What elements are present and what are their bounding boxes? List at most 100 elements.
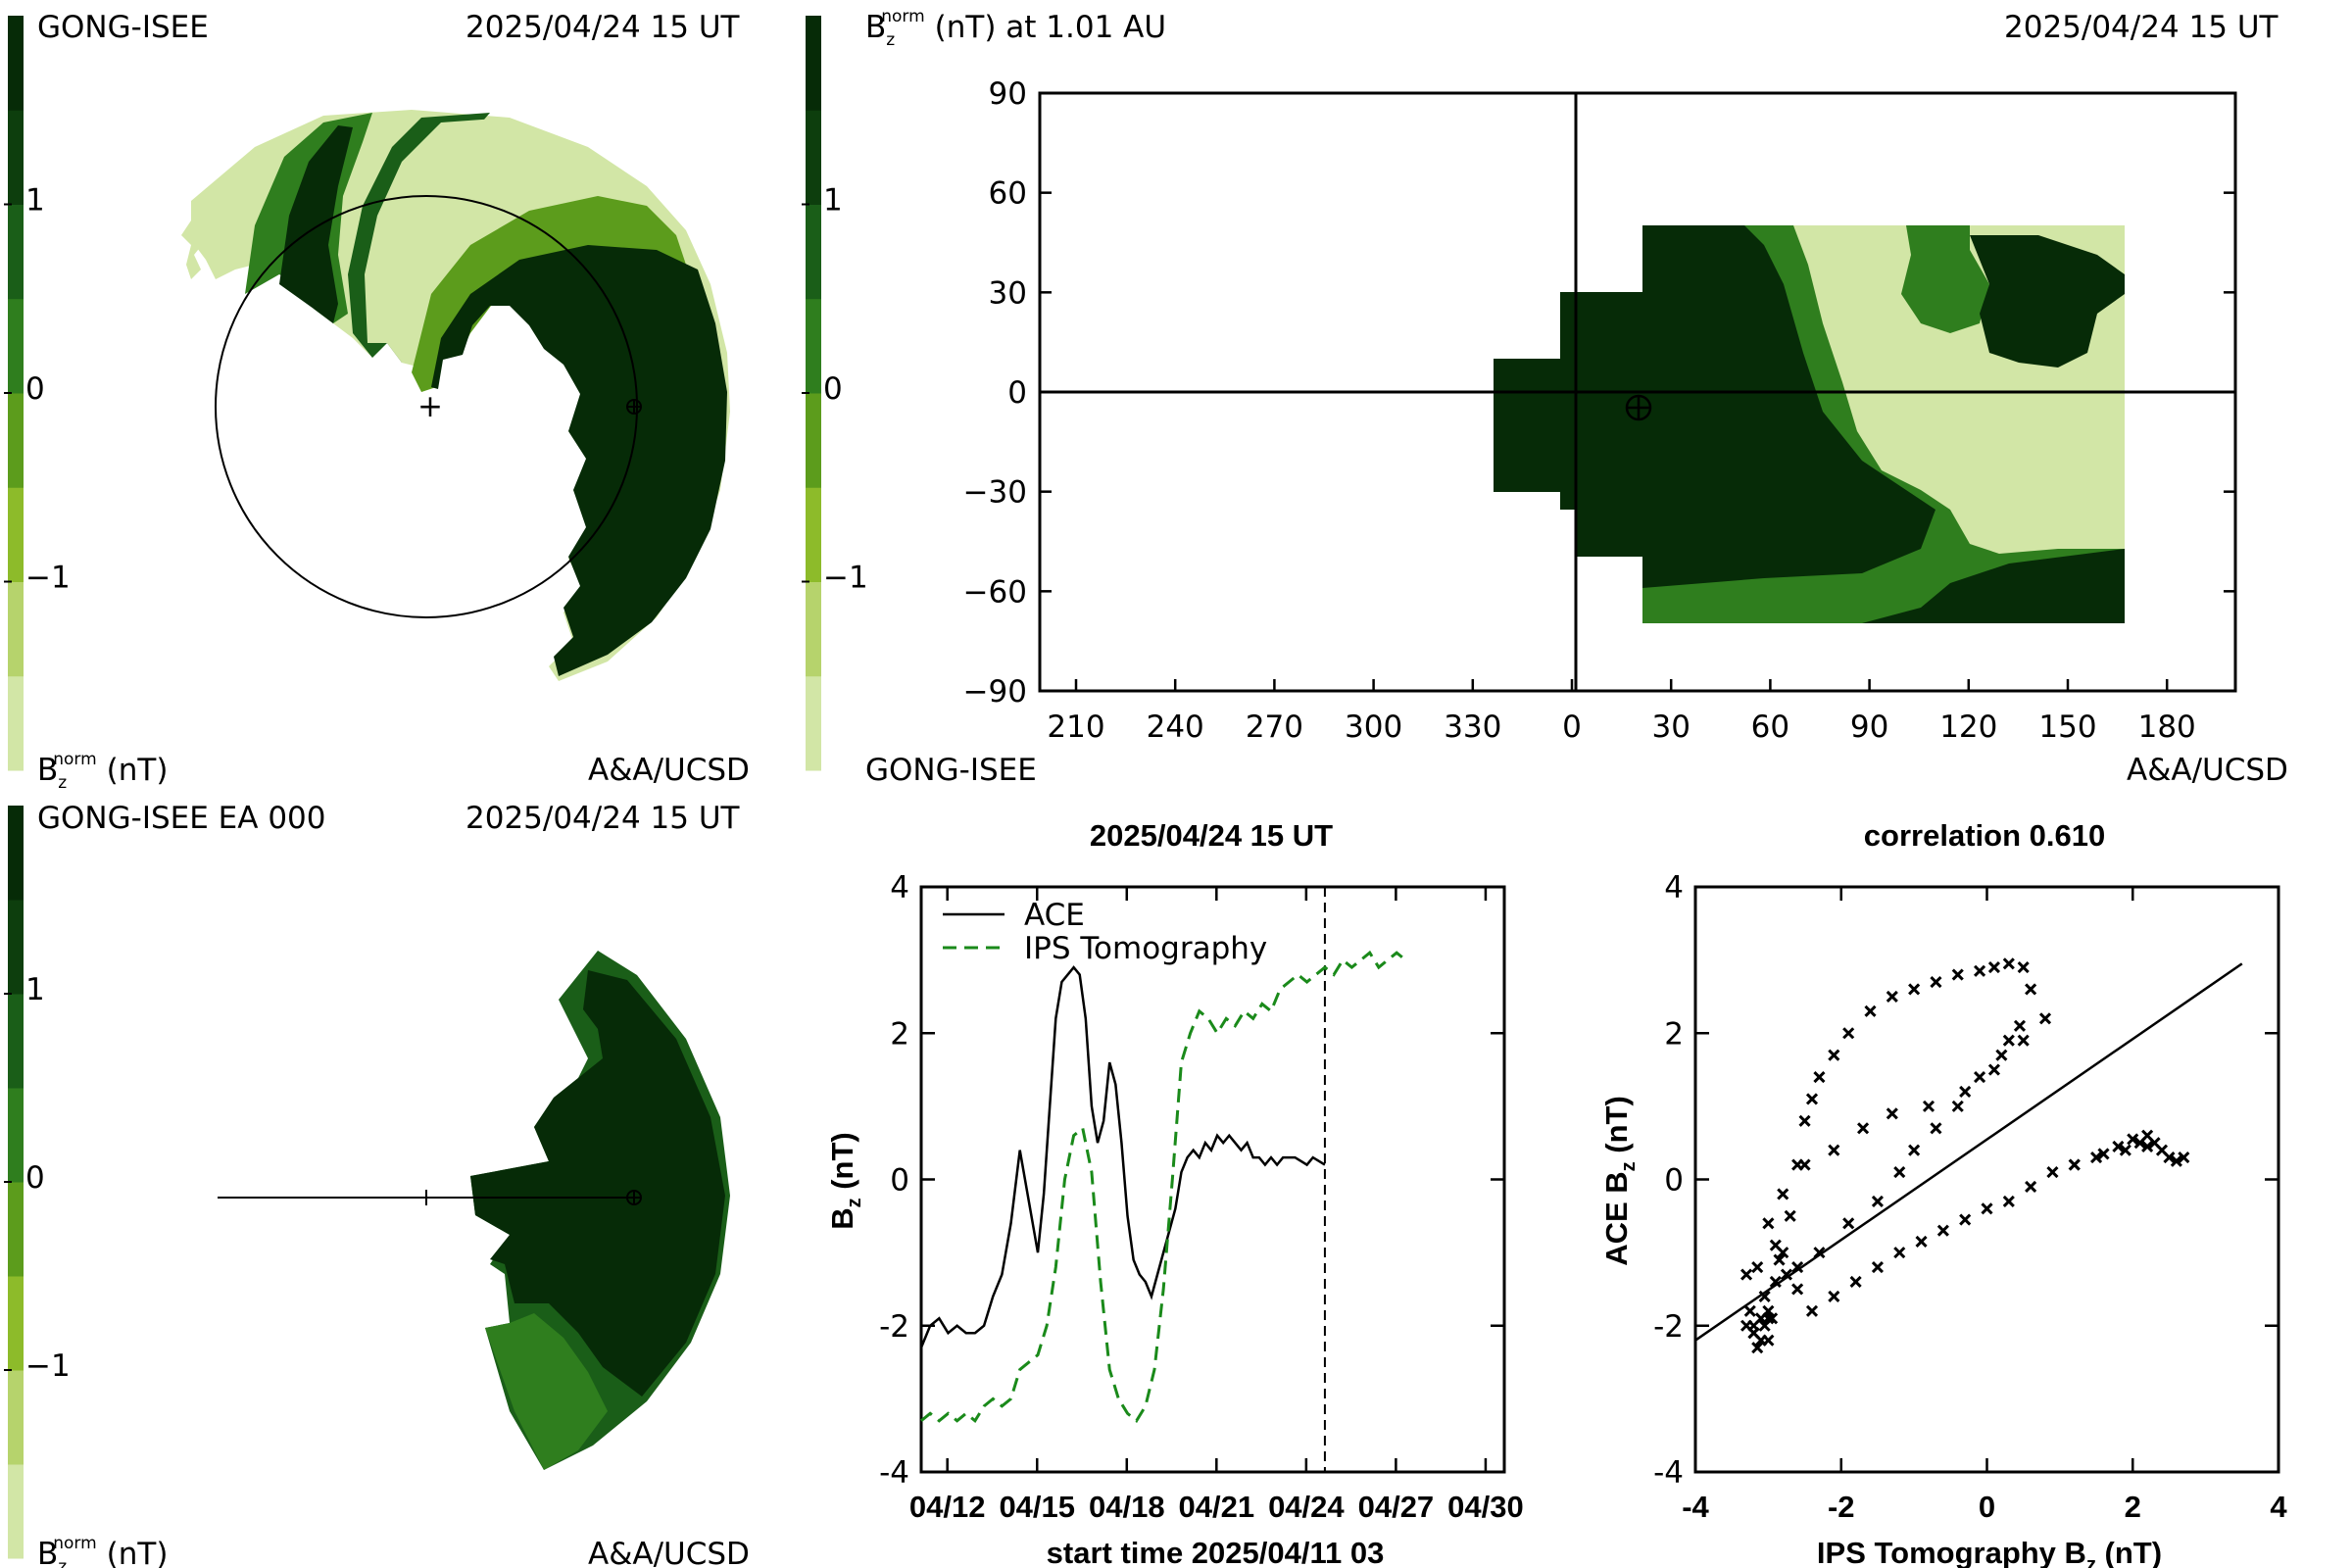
sc-point <box>1769 1275 1782 1289</box>
ts-ylabel: Bz (nT) <box>825 1132 865 1230</box>
sc-points <box>1740 957 2190 1354</box>
tl-bottom-right-label: A&A/UCSD <box>588 753 750 788</box>
sc-point-stroke <box>1758 1290 1771 1302</box>
tr-xtick-label: 120 <box>1939 710 1997 745</box>
sc-xtick-label: 0 <box>1979 1490 1995 1524</box>
sc-point-stroke <box>1762 1312 1775 1325</box>
cb3-swatch <box>8 994 24 1089</box>
cb2-swatch <box>806 581 821 677</box>
sc-point <box>1791 1283 1804 1296</box>
sc-point <box>1769 1239 1782 1251</box>
sc-xtick-label: -2 <box>1828 1490 1855 1524</box>
sc-point-stroke <box>1995 1049 2008 1061</box>
tr-ytick-label: 0 <box>1007 375 1027 411</box>
cb2-swatch <box>806 298 821 394</box>
sc-ytick-label: 4 <box>1664 870 1684 906</box>
sc-xlabel: IPS Tomography Bz (nT) <box>1817 1536 2162 1568</box>
cb3-tick-label: 1 <box>25 972 45 1007</box>
sc-point <box>2017 961 2030 974</box>
sc-point-stroke <box>1798 1158 1811 1171</box>
bl-map-dark <box>470 970 725 1396</box>
tr-xtick-label: 270 <box>1246 710 1303 745</box>
panel-top-right: 1 0 −1 Bznorm (nT) at 1.01 AU 2025/04/24 15… <box>802 7 2288 788</box>
sc-point <box>1828 1049 1840 1061</box>
cb3-swatch <box>8 1276 24 1371</box>
sc-point-stroke <box>1791 1260 1804 1274</box>
sc-point-stroke <box>2002 957 2015 970</box>
sc-point <box>1930 975 1942 989</box>
sc-ytick-label: -2 <box>1653 1309 1684 1345</box>
sc-point <box>2013 1019 2027 1032</box>
ts-x-axis: 04/12 04/15 04/18 04/21 04/24 04/27 04/30 <box>909 887 1524 1524</box>
sc-ytick-label: 2 <box>1664 1016 1684 1052</box>
sc-xtick-label: 4 <box>2270 1490 2287 1524</box>
sc-point-stroke <box>1871 1260 1884 1274</box>
tl-map-dark <box>431 245 727 676</box>
tr-ytick-label: 90 <box>989 76 1027 112</box>
cb2-tick-label: 0 <box>823 371 843 407</box>
tr-ytick-label: −30 <box>963 475 1027 511</box>
sc-point <box>1857 1122 1870 1135</box>
sc-point-stroke <box>1784 1209 1796 1222</box>
sc-point-stroke <box>1951 968 1964 981</box>
tr-xtick-label: 0 <box>1562 710 1582 745</box>
sc-point-stroke <box>1857 1122 1870 1135</box>
sc-point <box>2025 1180 2037 1194</box>
bl-map-green-wedge <box>485 1313 608 1470</box>
sc-point <box>2178 1152 2190 1164</box>
sc-point <box>1805 1304 1819 1317</box>
sc-point <box>1773 1253 1786 1266</box>
ts-legend-ace: ACE <box>1024 898 1085 933</box>
sc-point-stroke <box>2002 1195 2015 1207</box>
sc-point <box>1798 1158 1811 1171</box>
tr-title: Bznorm (nT) at 1.01 AU <box>865 7 1166 50</box>
sc-point-stroke <box>1743 1304 1756 1317</box>
sc-point-stroke <box>1974 964 1986 977</box>
sc-point-stroke <box>2119 1144 2132 1156</box>
sc-point <box>1784 1209 1796 1222</box>
sc-point-stroke <box>2013 1019 2027 1032</box>
sc-point-stroke <box>1798 1114 1811 1127</box>
ts-series-ips <box>920 950 1407 1424</box>
sc-point-stroke <box>1930 1122 1942 1135</box>
sc-x-axis: -4 -2 0 2 4 <box>1682 887 2287 1524</box>
tr-map-fill <box>1494 225 2125 623</box>
tr-xtick-label: 90 <box>1850 710 1888 745</box>
sc-point-stroke <box>2090 1152 2103 1164</box>
sc-point <box>2025 983 2037 996</box>
cb2-swatch <box>806 487 821 582</box>
ts-legend-ips: IPS Tomography <box>1024 931 1267 966</box>
sc-point-stroke <box>1987 1063 2000 1076</box>
cb1-swatch <box>8 675 24 771</box>
tl-map-rim <box>412 196 686 392</box>
sc-point <box>1747 1319 1760 1332</box>
tr-xtick-label: 60 <box>1751 710 1789 745</box>
cb1-swatch <box>8 16 24 111</box>
tr-xtick-label: 240 <box>1147 710 1204 745</box>
cb1-swatch <box>8 204 24 300</box>
sc-point-stroke <box>1893 1165 1906 1179</box>
sc-point <box>1959 1085 1972 1099</box>
panel-timeseries: 2025/04/24 15 UT 4 2 0 -2 -4 04/12 04/15 04/18… <box>825 818 1524 1568</box>
sc-point <box>2141 1140 2154 1152</box>
ts-legend: ACE IPS Tomography <box>943 898 1267 966</box>
cb2-tick-label: 1 <box>823 183 843 219</box>
cb2-swatch <box>806 393 821 488</box>
sc-point <box>1974 1070 1986 1084</box>
ts-xtick-label: 04/21 <box>1179 1490 1255 1524</box>
sc-ytick-label: -4 <box>1653 1455 1684 1491</box>
ts-y-axis: 4 2 0 -2 -4 <box>879 870 1504 1491</box>
sc-point <box>1743 1304 1756 1317</box>
sc-point-stroke <box>1959 1213 1972 1226</box>
sc-point <box>1740 1268 1753 1281</box>
sc-point <box>2112 1140 2125 1152</box>
colorbar-top-left: 1 0 −1 <box>4 16 71 771</box>
sc-point-stroke <box>1813 1247 1826 1259</box>
bl-bottom-left-label: Bznorm (nT) <box>37 1534 168 1568</box>
sc-point-stroke <box>2025 983 2037 996</box>
tl-polar-map <box>181 110 730 681</box>
sc-point-stroke <box>1769 1239 1782 1251</box>
sc-point <box>1842 1217 1855 1230</box>
sc-point-stroke <box>2148 1137 2161 1150</box>
tl-right-label: 2025/04/24 15 UT <box>466 10 741 45</box>
